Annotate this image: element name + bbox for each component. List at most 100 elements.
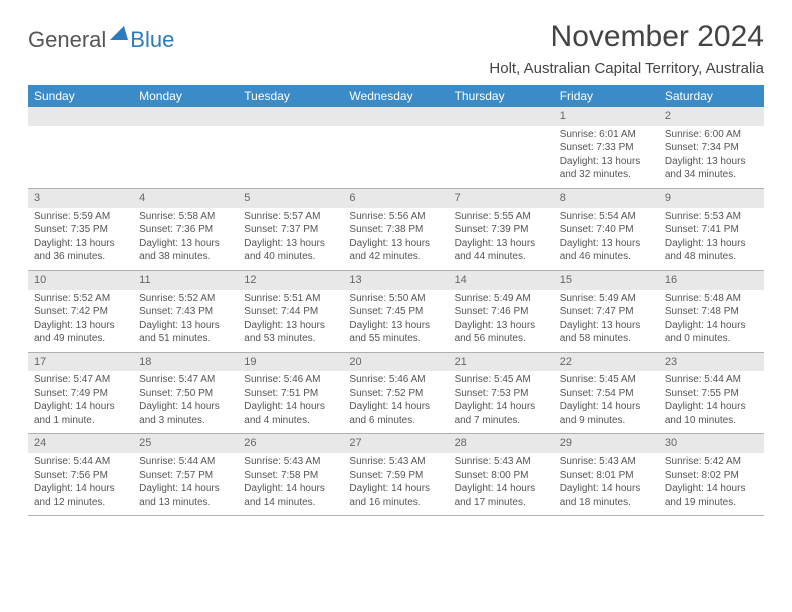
day-info-line: and 6 minutes. — [349, 414, 442, 428]
day-info-line: Sunset: 7:44 PM — [244, 305, 337, 319]
day-number: 29 — [554, 434, 659, 453]
day-info-line: and 18 minutes. — [560, 496, 653, 510]
day-info-line: Sunset: 7:48 PM — [665, 305, 758, 319]
location: Holt, Australian Capital Territory, Aust… — [489, 60, 764, 77]
calendar-cell: 3Sunrise: 5:59 AMSunset: 7:35 PMDaylight… — [28, 188, 133, 270]
day-info-line: Daylight: 14 hours — [455, 482, 548, 496]
calendar-cell: 16Sunrise: 5:48 AMSunset: 7:48 PMDayligh… — [659, 270, 764, 352]
day-body: Sunrise: 5:45 AMSunset: 7:54 PMDaylight:… — [554, 371, 659, 433]
day-info-line: and 1 minute. — [34, 414, 127, 428]
day-info-line: Sunrise: 5:43 AM — [349, 455, 442, 469]
calendar-week-row: 17Sunrise: 5:47 AMSunset: 7:49 PMDayligh… — [28, 352, 764, 434]
day-info-line: Sunset: 7:42 PM — [34, 305, 127, 319]
day-body: Sunrise: 5:57 AMSunset: 7:37 PMDaylight:… — [238, 208, 343, 270]
day-number: 6 — [343, 189, 448, 208]
header: General Blue November 2024 Holt, Austral… — [28, 20, 764, 77]
weekday-header: Sunday — [28, 85, 133, 107]
day-number — [133, 107, 238, 126]
weekday-header: Saturday — [659, 85, 764, 107]
day-number — [28, 107, 133, 126]
logo-text-blue: Blue — [130, 27, 174, 53]
day-info-line: and 13 minutes. — [139, 496, 232, 510]
day-info-line: Sunrise: 5:58 AM — [139, 210, 232, 224]
day-number: 4 — [133, 189, 238, 208]
day-info-line: Daylight: 14 hours — [244, 400, 337, 414]
day-number: 17 — [28, 353, 133, 372]
day-info-line: and 17 minutes. — [455, 496, 548, 510]
day-body: Sunrise: 5:54 AMSunset: 7:40 PMDaylight:… — [554, 208, 659, 270]
day-info-line: Sunset: 7:41 PM — [665, 223, 758, 237]
day-info-line: and 0 minutes. — [665, 332, 758, 346]
day-info-line: Sunrise: 5:57 AM — [244, 210, 337, 224]
day-body: Sunrise: 5:44 AMSunset: 7:55 PMDaylight:… — [659, 371, 764, 433]
day-info-line: Sunset: 7:53 PM — [455, 387, 548, 401]
day-number: 25 — [133, 434, 238, 453]
day-info-line: Sunset: 7:36 PM — [139, 223, 232, 237]
day-number: 14 — [449, 271, 554, 290]
calendar-cell: 22Sunrise: 5:45 AMSunset: 7:54 PMDayligh… — [554, 352, 659, 434]
calendar-cell — [133, 107, 238, 188]
day-body: Sunrise: 5:48 AMSunset: 7:48 PMDaylight:… — [659, 290, 764, 352]
day-info-line: and 51 minutes. — [139, 332, 232, 346]
day-body — [238, 126, 343, 184]
day-body — [133, 126, 238, 184]
day-info-line: and 38 minutes. — [139, 250, 232, 264]
day-info-line: Sunrise: 5:46 AM — [244, 373, 337, 387]
day-info-line: Daylight: 14 hours — [244, 482, 337, 496]
day-info-line: Daylight: 13 hours — [455, 319, 548, 333]
day-info-line: Sunrise: 5:44 AM — [665, 373, 758, 387]
day-info-line: Daylight: 13 hours — [349, 319, 442, 333]
day-info-line: Sunrise: 5:45 AM — [560, 373, 653, 387]
day-info-line: and 7 minutes. — [455, 414, 548, 428]
day-info-line: Daylight: 13 hours — [34, 237, 127, 251]
day-info-line: and 46 minutes. — [560, 250, 653, 264]
day-info-line: Sunset: 7:52 PM — [349, 387, 442, 401]
day-number: 20 — [343, 353, 448, 372]
day-info-line: Sunset: 7:58 PM — [244, 469, 337, 483]
day-number: 2 — [659, 107, 764, 126]
day-info-line: Sunset: 7:34 PM — [665, 141, 758, 155]
day-info-line: Sunset: 7:39 PM — [455, 223, 548, 237]
calendar-cell: 19Sunrise: 5:46 AMSunset: 7:51 PMDayligh… — [238, 352, 343, 434]
calendar-cell: 13Sunrise: 5:50 AMSunset: 7:45 PMDayligh… — [343, 270, 448, 352]
day-info-line: Daylight: 14 hours — [34, 482, 127, 496]
weekday-header: Monday — [133, 85, 238, 107]
day-info-line: Sunrise: 5:59 AM — [34, 210, 127, 224]
day-body: Sunrise: 5:58 AMSunset: 7:36 PMDaylight:… — [133, 208, 238, 270]
day-info-line: Sunrise: 5:44 AM — [34, 455, 127, 469]
day-info-line: Sunrise: 5:42 AM — [665, 455, 758, 469]
day-info-line: Sunset: 7:35 PM — [34, 223, 127, 237]
day-info-line: Daylight: 13 hours — [139, 319, 232, 333]
day-body: Sunrise: 5:46 AMSunset: 7:51 PMDaylight:… — [238, 371, 343, 433]
day-info-line: and 4 minutes. — [244, 414, 337, 428]
day-body: Sunrise: 5:52 AMSunset: 7:43 PMDaylight:… — [133, 290, 238, 352]
day-number: 10 — [28, 271, 133, 290]
calendar-cell — [449, 107, 554, 188]
day-info-line: Sunset: 7:57 PM — [139, 469, 232, 483]
day-info-line: Sunset: 7:54 PM — [560, 387, 653, 401]
logo-triangle-icon — [110, 26, 128, 45]
day-body: Sunrise: 5:59 AMSunset: 7:35 PMDaylight:… — [28, 208, 133, 270]
day-info-line: Sunset: 7:56 PM — [34, 469, 127, 483]
day-number: 1 — [554, 107, 659, 126]
day-info-line: Sunrise: 5:43 AM — [244, 455, 337, 469]
day-number: 16 — [659, 271, 764, 290]
day-number: 9 — [659, 189, 764, 208]
day-info-line: Sunset: 7:55 PM — [665, 387, 758, 401]
day-info-line: Daylight: 14 hours — [139, 482, 232, 496]
day-info-line: Sunset: 7:50 PM — [139, 387, 232, 401]
day-body: Sunrise: 5:51 AMSunset: 7:44 PMDaylight:… — [238, 290, 343, 352]
day-number: 7 — [449, 189, 554, 208]
day-number — [238, 107, 343, 126]
calendar-cell: 15Sunrise: 5:49 AMSunset: 7:47 PMDayligh… — [554, 270, 659, 352]
calendar-week-row: 1Sunrise: 6:01 AMSunset: 7:33 PMDaylight… — [28, 107, 764, 188]
day-info-line: Daylight: 13 hours — [455, 237, 548, 251]
day-info-line: and 14 minutes. — [244, 496, 337, 510]
day-number: 30 — [659, 434, 764, 453]
day-info-line: Daylight: 13 hours — [560, 319, 653, 333]
day-body: Sunrise: 6:01 AMSunset: 7:33 PMDaylight:… — [554, 126, 659, 188]
day-info-line: Sunrise: 5:43 AM — [560, 455, 653, 469]
weekday-header: Friday — [554, 85, 659, 107]
day-body: Sunrise: 5:43 AMSunset: 7:59 PMDaylight:… — [343, 453, 448, 515]
day-body — [28, 126, 133, 184]
